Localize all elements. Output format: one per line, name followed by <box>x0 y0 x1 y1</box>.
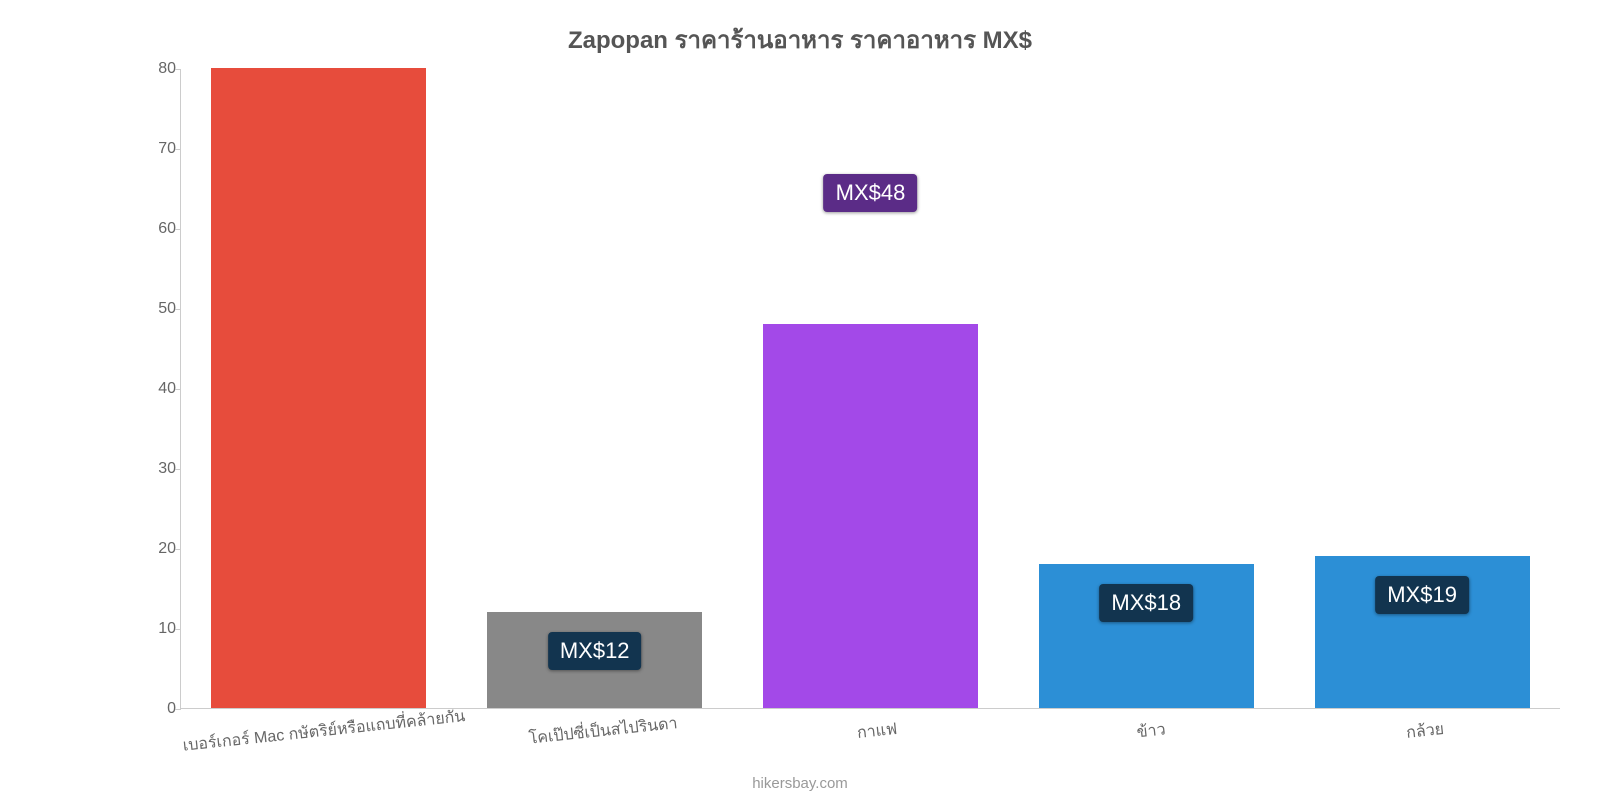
y-tick-mark <box>175 69 181 70</box>
bar-value-label: MX$48 <box>824 174 918 212</box>
bar-value-label: MX$19 <box>1375 576 1469 614</box>
y-tick-label: 10 <box>131 620 176 638</box>
bar-slot: MX$18 <box>1008 69 1284 708</box>
chart-container: Zapopan ราคาร้านอาหาร ราคาอาหาร MX$ MX$8… <box>0 0 1600 800</box>
bar: MX$19 <box>1315 556 1530 708</box>
bar-slot: MX$48 <box>733 69 1009 708</box>
y-tick-label: 0 <box>131 700 176 718</box>
y-tick-mark <box>175 549 181 550</box>
plot-area: MX$80MX$12MX$48MX$18MX$19 01020304050607… <box>180 69 1560 709</box>
bar-slot: MX$19 <box>1284 69 1560 708</box>
y-tick-mark <box>175 469 181 470</box>
bar-slot: MX$12 <box>457 69 733 708</box>
y-tick-label: 80 <box>131 60 176 78</box>
bar: MX$18 <box>1039 564 1254 708</box>
y-tick-label: 60 <box>131 220 176 238</box>
bar: MX$80 <box>211 68 426 708</box>
bar: MX$12 <box>487 612 702 708</box>
bars-row: MX$80 MX$12 MX$48 MX$18 MX$19 <box>181 69 1560 708</box>
y-tick-mark <box>175 309 181 310</box>
y-tick-label: 70 <box>131 140 176 158</box>
y-tick-label: 40 <box>131 380 176 398</box>
bar-value-label: MX$12 <box>548 632 642 670</box>
y-tick-mark <box>175 389 181 390</box>
y-tick-mark <box>175 229 181 230</box>
x-axis-labels: เบอร์เกอร์ Mac กษัตริย์หรือแถบที่คล้ายกั… <box>180 711 1560 744</box>
y-tick-label: 50 <box>131 300 176 318</box>
footer-credit: hikersbay.com <box>752 775 848 792</box>
y-tick-mark <box>175 149 181 150</box>
chart-title: Zapopan ราคาร้านอาหาร ราคาอาหาร MX$ <box>40 20 1560 59</box>
bar-value-label: MX$18 <box>1099 584 1193 622</box>
bar: MX$48 <box>763 324 978 708</box>
y-tick-mark <box>175 709 181 710</box>
y-tick-label: 30 <box>131 460 176 478</box>
bar-slot: MX$80 <box>181 69 457 708</box>
y-tick-label: 20 <box>131 540 176 558</box>
y-tick-mark <box>175 629 181 630</box>
